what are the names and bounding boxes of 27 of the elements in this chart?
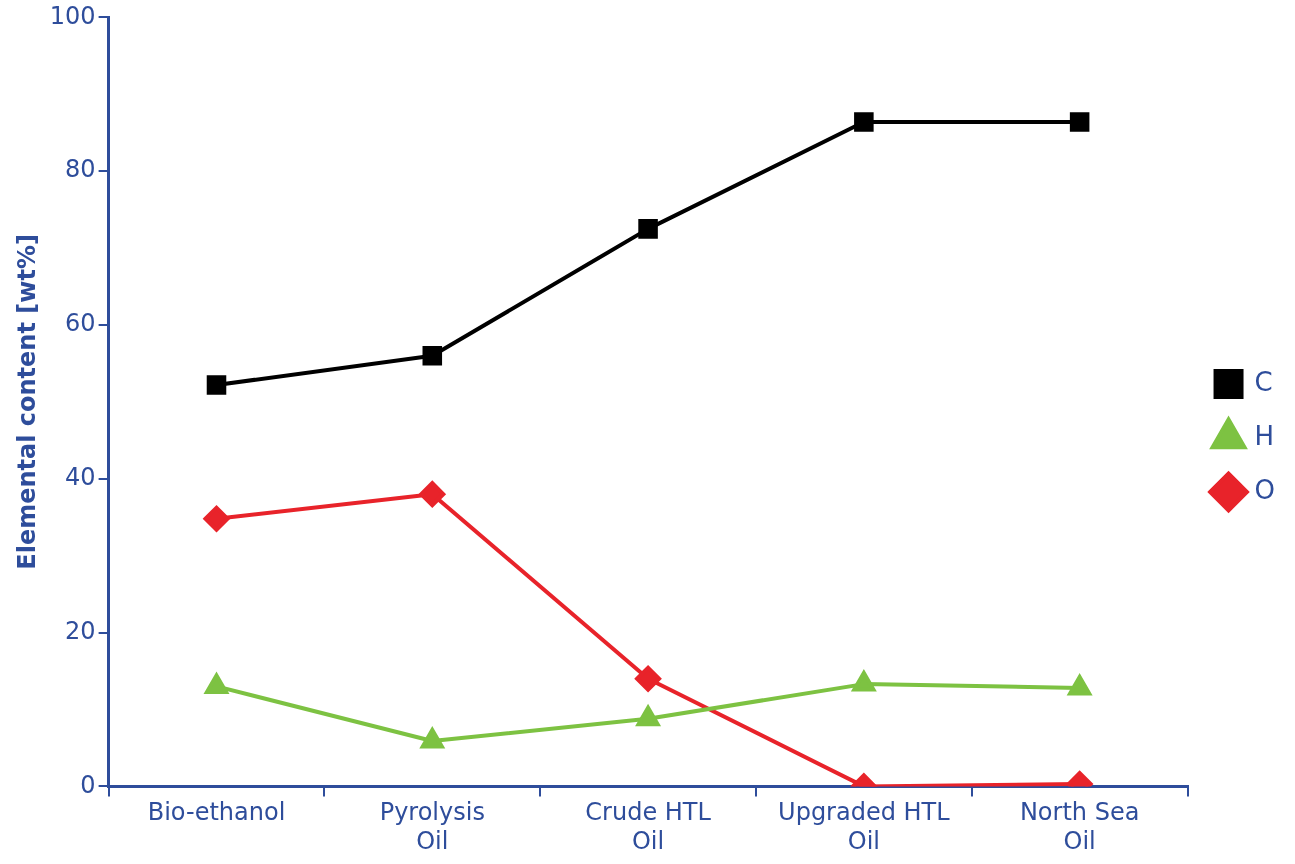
point <box>203 505 230 532</box>
y-tick-label: 80 <box>65 155 96 184</box>
y-tick-label: 0 <box>80 770 96 799</box>
x-tick-label: Crude HTL Oil <box>585 798 712 855</box>
point <box>422 345 443 366</box>
legend-label: O <box>1254 474 1275 505</box>
point <box>420 728 444 749</box>
x-tick-label: North Sea Oil <box>1019 798 1140 855</box>
y-tick-label: 20 <box>65 616 96 645</box>
point <box>1068 674 1092 696</box>
point <box>1069 112 1090 132</box>
x-tick-label: Upgraded HTL Oil <box>778 798 951 855</box>
legend-label: C <box>1254 366 1273 397</box>
point <box>854 112 874 132</box>
legend-label: H <box>1254 420 1275 451</box>
x-tick-label: Pyrolysis Oil <box>379 798 485 855</box>
y-tick-label: 60 <box>65 309 96 338</box>
point <box>204 673 229 694</box>
y-tick-label: 100 <box>49 1 96 30</box>
point <box>206 375 227 395</box>
x-tick-label: Bio-ethanol <box>147 798 286 827</box>
point <box>852 671 876 692</box>
point <box>635 703 661 727</box>
point <box>419 481 446 508</box>
y-tick-label: 40 <box>65 463 96 492</box>
y-axis-title: Elemental content [wt%] <box>12 234 41 570</box>
point <box>638 219 658 239</box>
